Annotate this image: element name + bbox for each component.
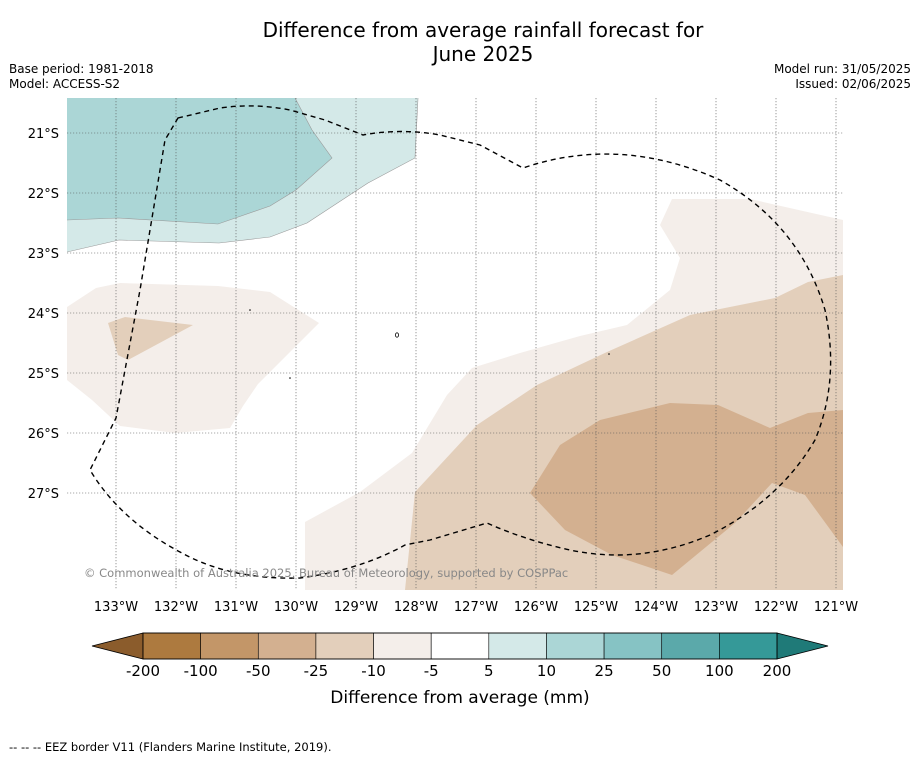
colorbar-segment <box>142 632 201 660</box>
colorbar-under-arrow <box>91 632 144 660</box>
fill-plus-10-25 <box>67 98 332 224</box>
colorbar-ticks: -200 -100 -50 -25 -10 -5 5 10 25 50 100 200 <box>126 662 791 680</box>
colorbar-frame <box>142 632 778 660</box>
lon-label: 129°W <box>334 600 378 615</box>
lat-label: 24°S <box>28 307 59 322</box>
fill-minus-5-10-west <box>67 283 319 433</box>
lon-label: 131°W <box>214 600 258 615</box>
colorbar-segment <box>546 632 605 660</box>
colorbar-tick-label: 5 <box>484 662 494 680</box>
lon-label: 122°W <box>754 600 798 615</box>
title-line-1: Difference from average rainfall forecas… <box>262 18 704 42</box>
colorbar-segments <box>142 632 778 660</box>
lon-label: 126°W <box>514 600 558 615</box>
graticule <box>67 98 843 590</box>
fill-minus-25-50 <box>530 403 843 575</box>
contour-lines <box>67 98 419 253</box>
lat-label: 25°S <box>28 367 59 382</box>
lat-label: 26°S <box>28 427 59 442</box>
colorbar-segment <box>200 632 259 660</box>
lat-labels: 21°S 22°S 23°S 24°S 25°S 26°S 27°S <box>28 127 59 502</box>
colorbar-tick-label: 100 <box>705 662 734 680</box>
colorbar-tick-label: 10 <box>537 662 556 680</box>
colorbar-segment <box>661 632 720 660</box>
lat-label: 27°S <box>28 487 59 502</box>
lat-label: 22°S <box>28 187 59 202</box>
lon-labels: 133°W 132°W 131°W 130°W 129°W 128°W 127°… <box>94 600 858 615</box>
copyright-notice: © Commonwealth of Australia 2025, Bureau… <box>84 566 568 580</box>
colorbar-segment <box>257 632 317 660</box>
base-period: Base period: 1981-2018 <box>9 62 154 76</box>
colorbar-tick-label: -200 <box>126 662 160 680</box>
lon-label: 124°W <box>634 600 678 615</box>
colorbar-label: Difference from average (mm) <box>330 688 589 708</box>
colorbar-segment <box>315 632 374 660</box>
eez-border <box>89 105 832 579</box>
lat-label: 21°S <box>28 127 59 142</box>
issued-date: Issued: 02/06/2025 <box>795 77 911 91</box>
meta-left: Base period: 1981-2018 Model: ACCESS-S2 <box>9 62 154 92</box>
colorbar-tick-label: 200 <box>763 662 792 680</box>
colorbar-over-arrow <box>776 632 829 660</box>
lat-label: 23°S <box>28 247 59 262</box>
model-run: Model run: 31/05/2025 <box>773 62 911 76</box>
meta-right: Model run: 31/05/2025 Issued: 02/06/2025 <box>774 62 911 92</box>
colorbar-segment <box>430 632 490 660</box>
colorbar-segment <box>603 632 663 660</box>
colorbar-tick-label: 25 <box>595 662 614 680</box>
model-name: Model: ACCESS-S2 <box>9 77 121 91</box>
colorbar: -200 -100 -50 -25 -10 -5 5 10 25 50 100 200 Differe… <box>91 632 829 708</box>
lon-label: 125°W <box>574 600 618 615</box>
map-area <box>67 98 843 590</box>
colorbar-tick-label: -50 <box>246 662 271 680</box>
colorbar-segment <box>719 632 778 660</box>
colorbar-tick-label: -10 <box>361 662 386 680</box>
lon-label: 128°W <box>394 600 438 615</box>
lon-label: 127°W <box>454 600 498 615</box>
colorbar-tick-label: 50 <box>652 662 671 680</box>
islands <box>249 309 610 379</box>
title-line-2: June 2025 <box>432 42 534 66</box>
lon-label: 121°W <box>814 600 858 615</box>
lon-label: 132°W <box>154 600 198 615</box>
chart-title: Difference from average rainfall forecas… <box>0 18 919 66</box>
colorbar-tick-label: -5 <box>424 662 439 680</box>
colorbar-tick-label: -100 <box>184 662 218 680</box>
colorbar-segment <box>373 632 432 660</box>
eez-legend: -- -- -- EEZ border V11 (Flanders Marine… <box>9 740 332 754</box>
lon-label: 130°W <box>274 600 318 615</box>
colorbar-segment <box>488 632 547 660</box>
colorbar-tick-label: -25 <box>304 662 329 680</box>
lon-label: 123°W <box>694 600 738 615</box>
lon-label: 133°W <box>94 600 138 615</box>
